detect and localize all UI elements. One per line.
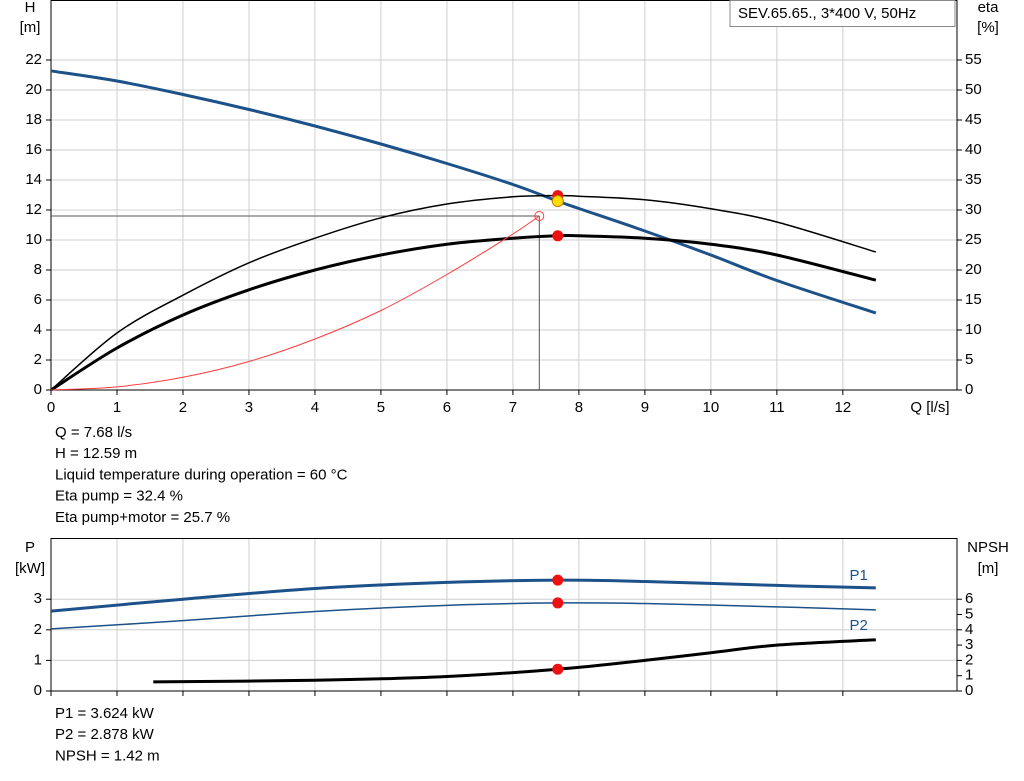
duty-point — [552, 663, 564, 675]
y-tick-label: 12 — [25, 201, 42, 218]
y-tick-label: 14 — [25, 171, 42, 188]
y-tick-label: 2 — [34, 621, 42, 638]
info-line: P1 = 3.624 kW — [55, 705, 155, 722]
curve — [50, 194, 877, 391]
info-line: NPSH = 1.42 m — [55, 747, 160, 764]
curve — [50, 602, 876, 630]
y2-tick-label: 6 — [965, 590, 973, 607]
x-tick-label: 0 — [47, 399, 55, 416]
curve — [50, 69, 877, 315]
y2-tick-label: 15 — [965, 291, 982, 308]
x-tick-label: 7 — [509, 399, 517, 416]
info-line: H = 12.59 m — [55, 445, 137, 462]
y2-tick-label: 5 — [965, 605, 973, 622]
y2-axis-label: [%] — [977, 19, 999, 36]
info-line: Liquid temperature during operation = 60… — [55, 466, 348, 483]
y-tick-label: 16 — [25, 141, 42, 158]
curve — [50, 578, 876, 613]
curve-label: P2 — [849, 617, 867, 634]
x-tick-label: 2 — [179, 399, 187, 416]
y2-axis-label: NPSH — [967, 539, 1009, 556]
y-tick-label: 10 — [25, 231, 42, 248]
y2-tick-label: 25 — [965, 231, 982, 248]
curve — [153, 638, 876, 684]
info-line: Eta pump = 32.4 % — [55, 488, 183, 505]
y-tick-label: 6 — [34, 291, 42, 308]
legend-box — [729, 0, 956, 27]
y2-tick-label: 55 — [965, 51, 982, 68]
info-line: Eta pump+motor = 25.7 % — [55, 509, 230, 526]
y2-tick-label: 40 — [965, 141, 982, 158]
y-tick-label: 4 — [34, 321, 42, 338]
plot-frame — [50, 538, 958, 692]
y-tick-label: 3 — [34, 590, 42, 607]
curve — [50, 234, 877, 392]
x-tick-label: 11 — [769, 399, 785, 416]
info-line: P2 = 2.878 kW — [55, 726, 155, 743]
duty-point — [552, 597, 564, 609]
x-tick-label: 10 — [703, 399, 720, 416]
x-axis-label: Q [l/s] — [910, 399, 949, 416]
x-tick-label: 5 — [377, 399, 385, 416]
y2-tick-label: 1 — [965, 667, 973, 684]
x-tick-label: 12 — [834, 399, 851, 416]
y-tick-label: 0 — [34, 682, 42, 699]
y2-axis-label: [m] — [978, 560, 999, 577]
y2-tick-label: 0 — [965, 381, 973, 398]
duty-point — [551, 195, 564, 208]
y2-tick-label: 0 — [965, 682, 973, 699]
y2-tick-label: 20 — [965, 261, 982, 278]
y-tick-label: 2 — [34, 351, 42, 368]
curve — [50, 215, 540, 391]
y2-tick-label: 30 — [965, 201, 982, 218]
x-tick-label: 8 — [575, 399, 583, 416]
duty-point — [552, 230, 564, 242]
y2-tick-label: 5 — [965, 351, 973, 368]
y-tick-label: 1 — [34, 651, 42, 668]
y2-tick-label: 4 — [965, 621, 973, 638]
y2-tick-label: 10 — [965, 321, 982, 338]
duty-point — [552, 574, 564, 586]
x-tick-label: 1 — [113, 399, 121, 416]
y-tick-label: 22 — [25, 51, 42, 68]
y-axis-label: H — [25, 0, 36, 16]
x-tick-label: 6 — [443, 399, 451, 416]
y2-tick-label: 3 — [965, 636, 973, 653]
x-tick-label: 9 — [641, 399, 649, 416]
y-tick-label: 18 — [25, 111, 42, 128]
system-point — [534, 211, 545, 221]
y-axis-label: [m] — [20, 19, 41, 36]
x-tick-label: 3 — [245, 399, 253, 416]
curve-label: P1 — [849, 567, 867, 584]
x-tick-label: 4 — [311, 399, 319, 416]
y-axis-label: P — [25, 539, 35, 556]
y2-tick-label: 50 — [965, 81, 982, 98]
plot-frame — [50, 0, 958, 391]
y-tick-label: 20 — [25, 81, 42, 98]
y-tick-label: 0 — [34, 381, 42, 398]
y-tick-label: 8 — [34, 261, 42, 278]
y2-tick-label: 35 — [965, 171, 982, 188]
legend-text: SEV.65.65., 3*400 V, 50Hz — [738, 5, 916, 22]
y2-tick-label: 2 — [965, 651, 973, 668]
y2-tick-label: 45 — [965, 111, 982, 128]
y2-axis-label: eta — [978, 0, 1000, 16]
y-axis-label: [kW] — [15, 560, 45, 577]
info-line: Q = 7.68 l/s — [55, 424, 132, 441]
